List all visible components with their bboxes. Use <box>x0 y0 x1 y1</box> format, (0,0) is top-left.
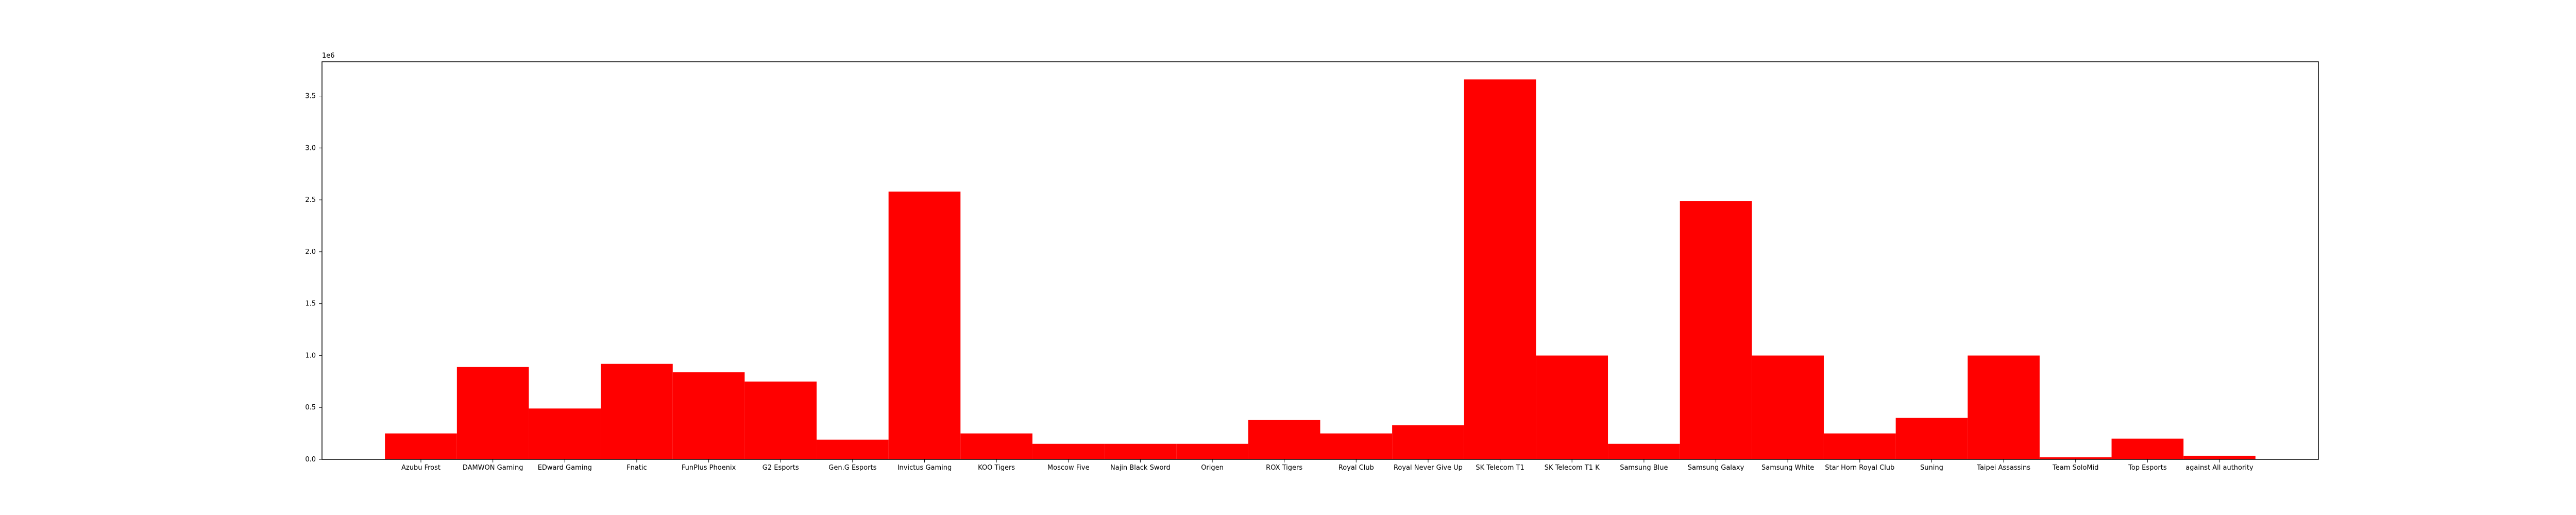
bar <box>888 191 961 459</box>
x-tick-label: Invictus Gaming <box>897 464 952 472</box>
bar <box>1752 355 1824 459</box>
bar <box>960 433 1032 459</box>
bar <box>385 433 457 459</box>
x-tick-label: ROX Tigers <box>1266 464 1302 472</box>
y-tick-label: 0.0 <box>305 456 316 464</box>
x-tick-label: SK Telecom T1 K <box>1545 464 1600 472</box>
y-tick-label: 2.0 <box>305 248 316 256</box>
bar <box>1176 443 1248 459</box>
bar <box>1608 443 1680 459</box>
bar <box>1823 433 1896 459</box>
x-tick-label: FunPlus Phoenix <box>682 464 736 472</box>
bar <box>2183 455 2256 459</box>
x-tick-label: Gen.G Esports <box>828 464 876 472</box>
x-tick-label: KOO Tigers <box>978 464 1015 472</box>
bar <box>817 439 889 459</box>
x-tick-label: Team SoloMid <box>2052 464 2098 472</box>
x-tick-label: Royal Never Give Up <box>1394 464 1463 472</box>
bar <box>529 408 601 459</box>
bar <box>456 367 529 459</box>
x-tick-label: Taipei Assassins <box>1976 464 2030 472</box>
y-tick-label: 3.5 <box>305 93 316 100</box>
x-axis: Azubu Frost DAMWON Gaming EDward Gaming Fna… <box>401 459 2253 472</box>
bar <box>1392 425 1464 459</box>
x-tick-label: Samsung White <box>1761 464 1814 472</box>
x-tick-label: Star Horn Royal Club <box>1825 464 1894 472</box>
bar <box>744 381 817 459</box>
y-tick-label: 1.0 <box>305 352 316 359</box>
x-tick-label: against All authority <box>2185 464 2253 472</box>
x-tick-label: Fnatic <box>626 464 647 472</box>
x-tick-label: DAMWON Gaming <box>463 464 523 472</box>
bars-group <box>385 79 2256 460</box>
x-tick-label: Moscow Five <box>1047 464 1090 472</box>
x-tick-label: EDward Gaming <box>538 464 592 472</box>
x-tick-label: Samsung Galaxy <box>1688 464 1744 472</box>
y-tick-label: 3.0 <box>305 144 316 152</box>
bar <box>1032 443 1105 459</box>
x-tick-label: SK Telecom T1 <box>1476 464 1524 472</box>
bar <box>2111 438 2184 459</box>
y-axis: 0.0 0.5 1.0 1.5 2.0 2.5 3.0 3.5 <box>305 93 322 464</box>
bar <box>601 364 673 459</box>
bar <box>1320 433 1393 459</box>
x-tick-label: Top Esports <box>2128 464 2167 472</box>
bar <box>1680 201 1752 459</box>
x-tick-label: Najin Black Sword <box>1110 464 1171 472</box>
x-tick-label: Origen <box>1201 464 1224 472</box>
y-tick-label: 1.5 <box>305 300 316 308</box>
bar <box>672 372 745 459</box>
bar <box>1968 355 2040 459</box>
y-tick-label: 0.5 <box>305 404 316 411</box>
bar <box>1536 355 1608 459</box>
bar <box>1895 418 1968 459</box>
x-tick-label: Suning <box>1920 464 1943 472</box>
bar <box>1248 420 1320 459</box>
bar <box>1104 443 1177 459</box>
bar <box>2039 457 2112 459</box>
y-tick-label: 2.5 <box>305 196 316 204</box>
x-tick-label: Azubu Frost <box>401 464 440 472</box>
x-tick-label: G2 Esports <box>762 464 799 472</box>
x-tick-label: Samsung Blue <box>1620 464 1668 472</box>
y-axis-offset-label: 1e6 <box>322 52 335 60</box>
x-tick-label: Royal Club <box>1338 464 1374 472</box>
bar <box>1464 79 1536 460</box>
plot-frame <box>321 61 2319 460</box>
